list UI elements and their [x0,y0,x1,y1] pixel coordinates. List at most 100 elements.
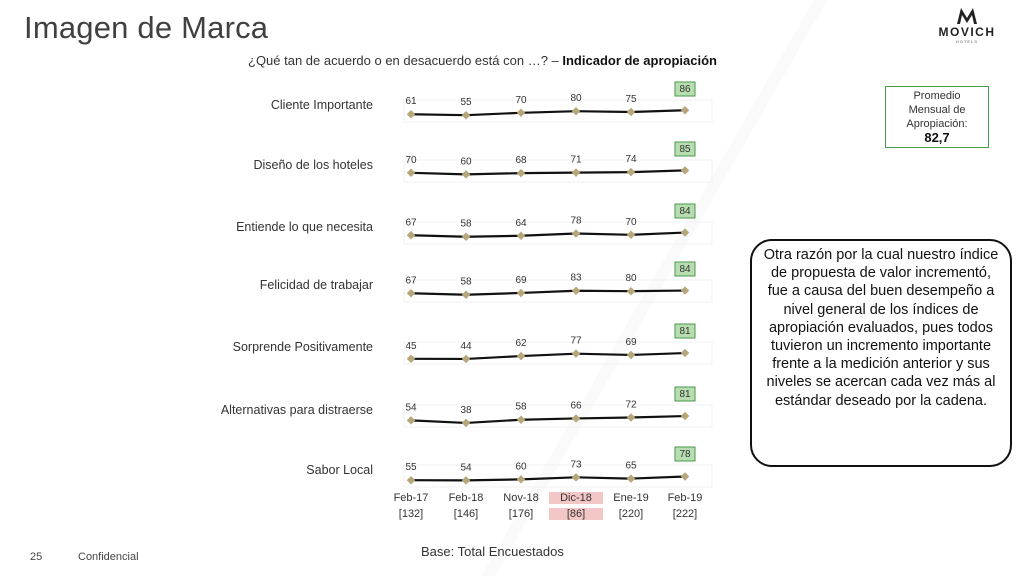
data-point [571,229,581,238]
x-base-label: [176] [508,508,534,520]
x-base-label: [220] [618,508,644,520]
data-label: 69 [625,337,637,348]
data-label: 81 [679,389,691,400]
data-point [461,290,471,299]
average-label-1: Promedio [913,90,961,102]
data-point [461,354,471,364]
data-point [406,475,416,485]
data-label: 77 [570,336,582,347]
series-label: Sabor Local [306,463,373,477]
data-label: 58 [515,402,527,413]
data-label: 67 [405,275,417,286]
data-point [626,167,636,177]
data-point [626,286,636,296]
last-value-box [674,141,696,157]
series-label: Entiende lo que necesita [236,220,373,234]
x-tick-label: Nov-18 [503,492,539,504]
data-label: 69 [515,275,527,286]
data-label: 58 [460,277,472,288]
data-label: 55 [405,462,417,473]
series-label: Felicidad de trabajar [259,278,373,292]
series-line [410,351,686,361]
series-line [410,475,686,482]
insight-callout: Otra razón por la cual nuestro índice de… [750,239,1012,467]
data-label: 78 [679,449,691,460]
data-label: 68 [515,155,527,166]
data-label: 66 [570,400,582,411]
data-point [626,474,636,483]
last-value-box [674,323,696,339]
x-base-label: [86] [549,508,603,520]
data-point [461,418,471,428]
page-title: Imagen de Marca [24,10,269,45]
data-point [516,168,526,178]
data-point [516,108,526,118]
chart-question: ¿Qué tan de acuerdo o en desacuerdo está… [248,53,717,68]
data-label: 70 [625,217,637,228]
last-value-box [674,203,696,219]
average-value: 82,7 [924,130,950,145]
data-label: 81 [679,326,691,337]
data-label: 44 [460,341,472,352]
data-label: 73 [570,459,582,470]
data-point [571,168,581,177]
data-point [680,472,690,481]
data-label: 70 [405,155,417,166]
data-label: 74 [625,154,637,165]
data-point [406,109,416,119]
data-label: 72 [625,399,637,410]
data-label: 78 [570,216,582,227]
data-label: 65 [625,461,637,472]
x-base-label: [146] [453,508,479,520]
data-point [571,286,581,295]
data-point [626,107,636,117]
x-base-label: [132] [398,508,424,520]
data-point [406,289,416,298]
row-band [403,159,713,183]
data-point [571,106,581,116]
data-point [406,354,416,364]
data-label: 80 [570,93,582,104]
series-line [410,109,686,117]
last-value-box [674,261,696,277]
logo-brand: MOVICH [938,25,996,39]
data-label: 84 [679,264,691,275]
row-band [403,341,713,365]
data-label: 67 [405,217,417,228]
base-note: Base: Total Encuestados [421,544,564,559]
last-value-box [674,386,696,402]
x-tick-label: Feb-19 [667,492,703,504]
series-line [410,414,686,425]
logo-sub: HOTELS [955,39,978,44]
data-point [406,231,416,240]
data-point [516,415,526,424]
data-label: 38 [460,405,472,416]
last-value-box [674,446,696,462]
data-label: 75 [625,94,637,105]
series-label: Cliente Importante [270,98,373,112]
data-label: 62 [515,338,527,349]
data-label: 54 [405,402,417,413]
data-point [516,351,526,361]
x-base-label: [222] [672,508,698,520]
row-band [403,99,713,123]
row-band [403,221,713,245]
data-point [406,416,416,425]
series-line [410,289,686,296]
data-label: 54 [460,462,472,473]
logo-m-icon [957,8,977,24]
data-point [406,168,416,178]
x-tick-label: Ene-19 [613,492,649,504]
x-tick-label: Feb-17 [393,492,429,504]
data-point [680,286,690,295]
data-point [461,232,471,241]
data-point [571,349,581,358]
series-label: Diseño de los hoteles [253,158,373,172]
data-point [516,231,526,241]
data-point [626,350,636,360]
data-point [626,413,636,422]
data-label: 60 [460,156,472,167]
question-indicator: Indicador de apropiación [562,53,717,68]
data-point [680,105,690,115]
data-point [571,414,581,423]
